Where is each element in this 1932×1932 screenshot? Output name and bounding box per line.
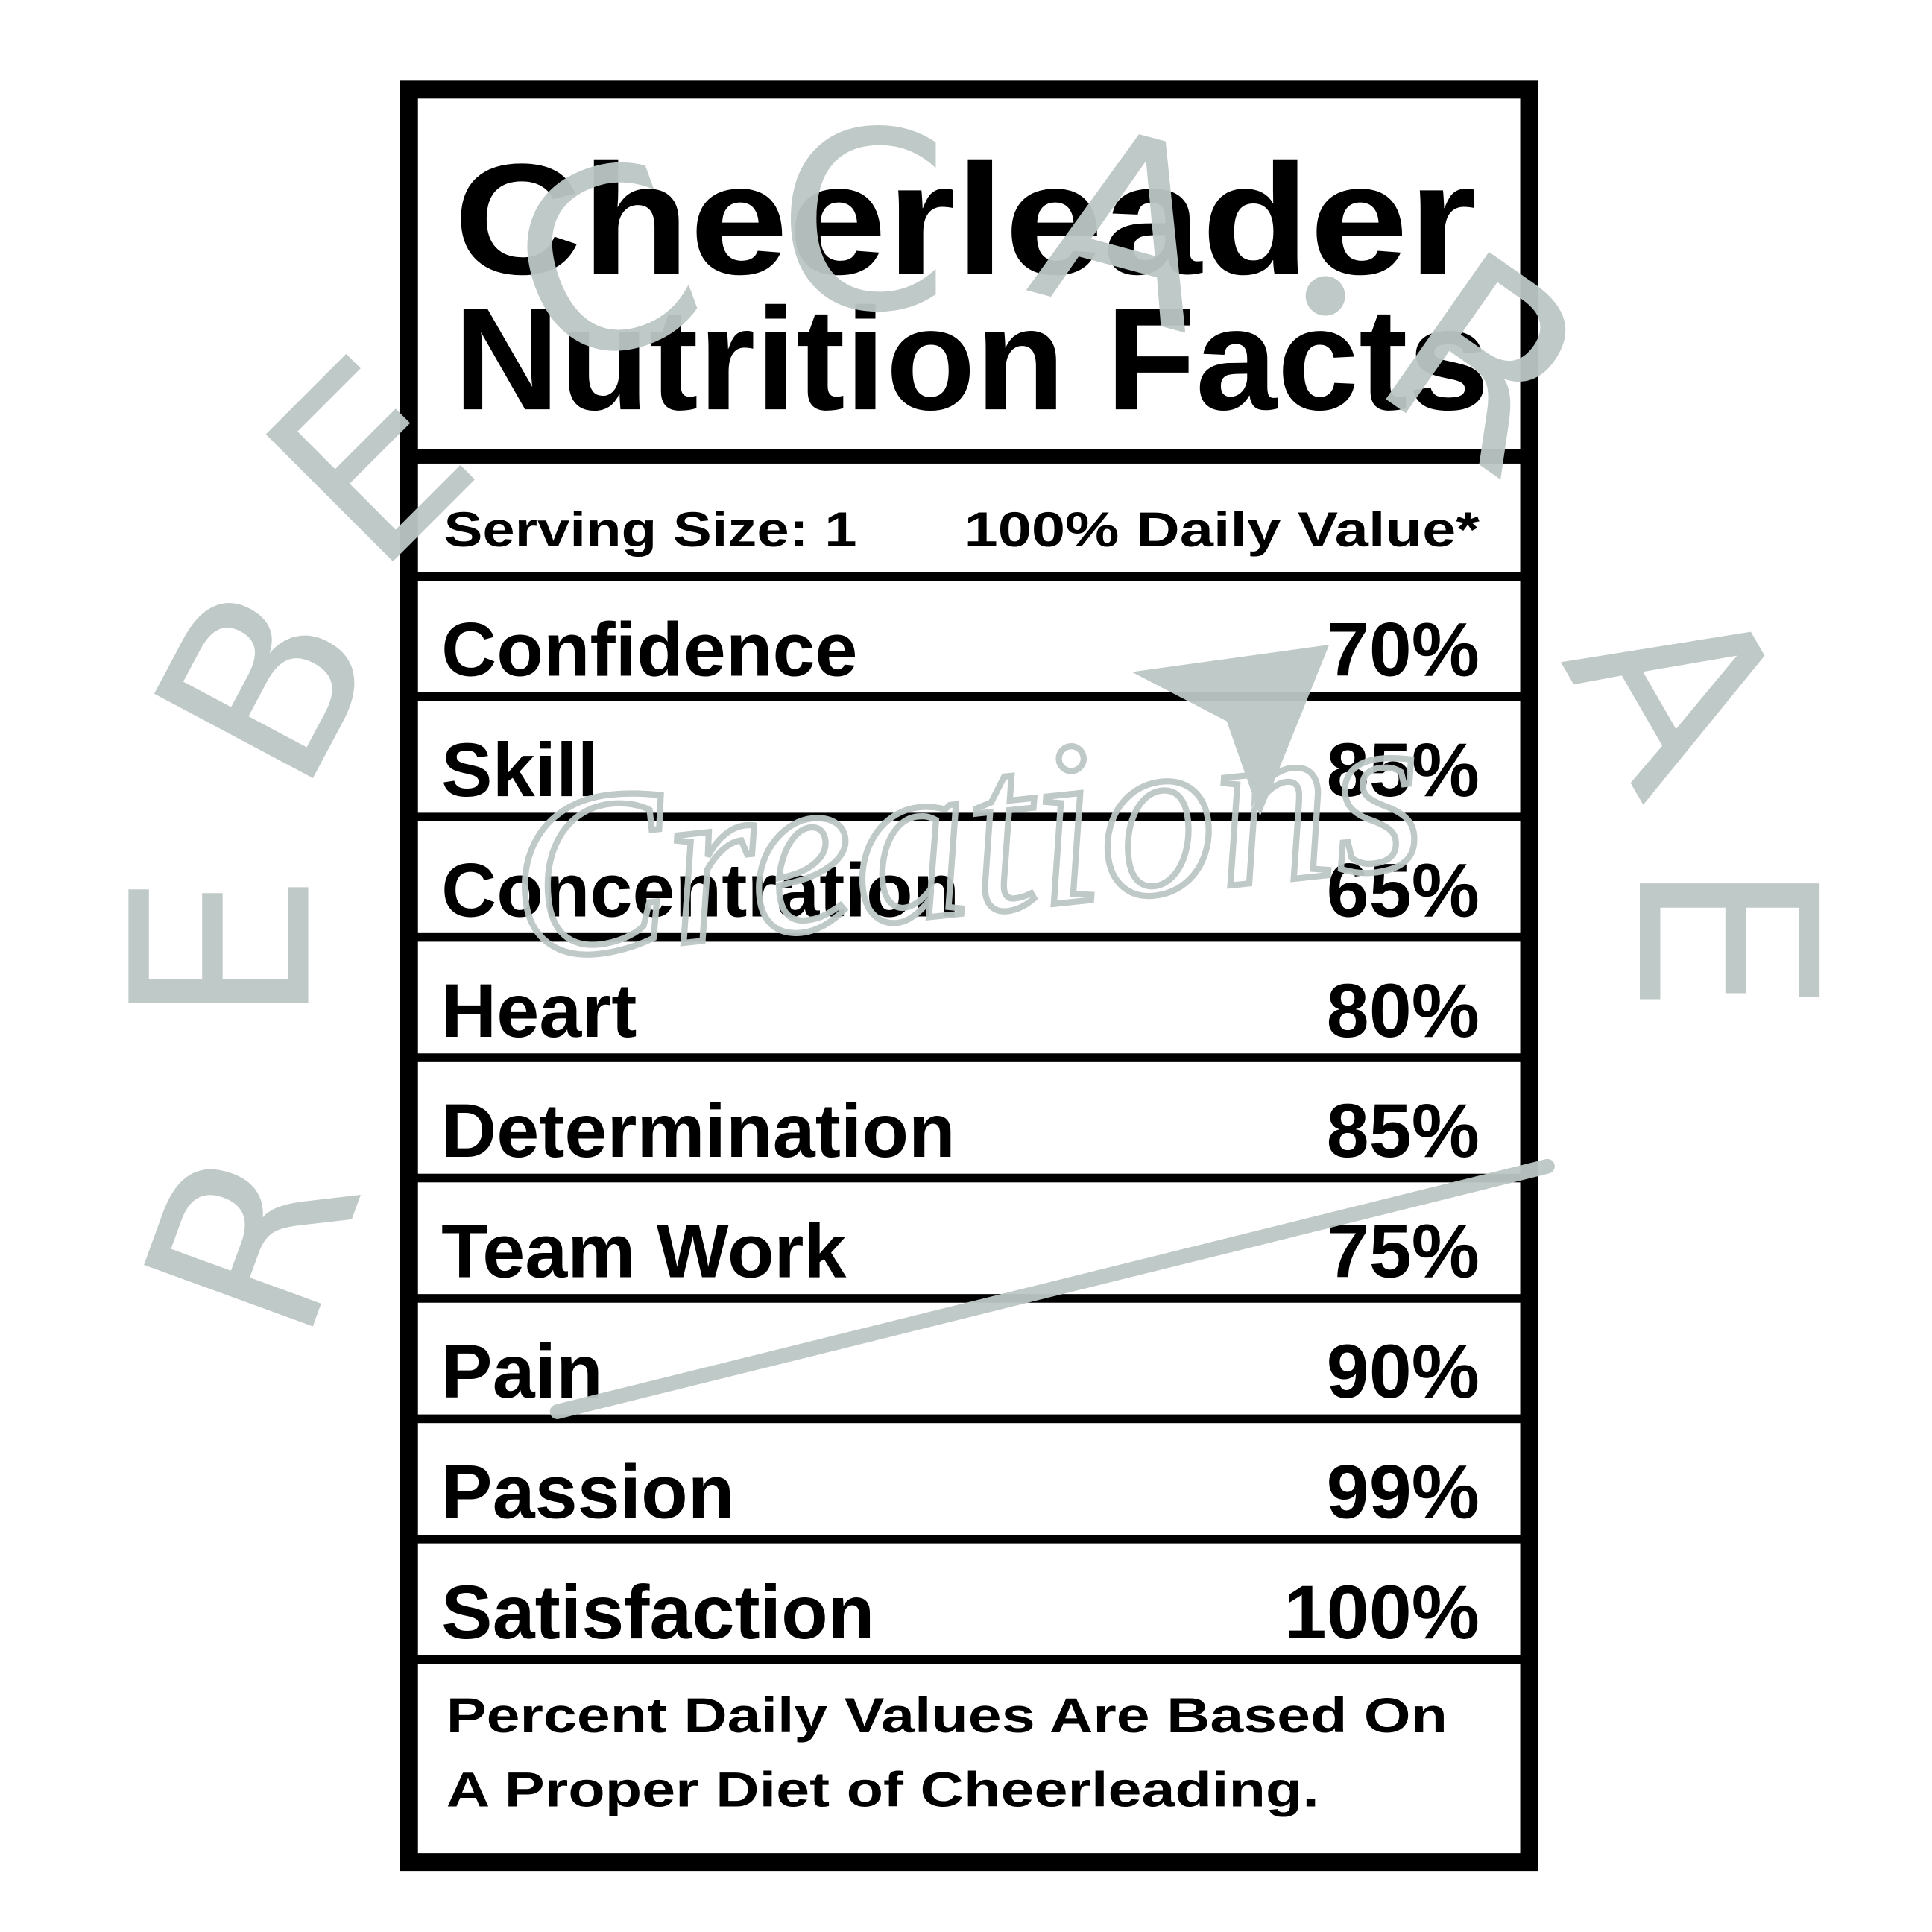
row-separator	[417, 1655, 1522, 1664]
row-separator	[417, 692, 1522, 701]
row-separator	[417, 1173, 1522, 1183]
row-separator	[417, 572, 1522, 581]
row-label: Passion	[441, 1449, 734, 1535]
row-value: 100%	[1284, 1569, 1480, 1655]
row-separator	[417, 932, 1522, 942]
row-value: 85%	[1327, 727, 1480, 812]
row-value: 80%	[1327, 967, 1480, 1053]
row-label: Confidence	[441, 606, 857, 692]
row-separator	[417, 1294, 1522, 1303]
watermark-plane	[1131, 645, 1330, 817]
row-value: 90%	[1327, 1328, 1480, 1414]
row-separator	[417, 812, 1522, 821]
serving-size: Serving Size: 1	[443, 502, 856, 558]
footer-line: A Proper Diet of Cheerleading.	[446, 1762, 1319, 1817]
row-label: Concentration	[441, 847, 959, 932]
title: Cheerleader	[454, 130, 1477, 307]
daily-value: 100% Daily Value*	[965, 502, 1480, 558]
row-label: Team Work	[441, 1208, 847, 1294]
footer-line: Percent Daily Values Are Based On	[446, 1688, 1448, 1743]
watermark-letter: E	[80, 871, 367, 1027]
row-separator	[417, 1535, 1522, 1544]
inner-frame	[415, 96, 1523, 1856]
watermark-line	[549, 1158, 1555, 1419]
row-value: 85%	[1327, 1087, 1480, 1173]
row-label: Satisfaction	[441, 1569, 874, 1655]
row-label: Heart	[441, 967, 637, 1053]
row-label: Skill	[441, 727, 599, 812]
outer-frame	[400, 80, 1538, 1872]
row-value: 70%	[1327, 606, 1480, 692]
row-separator	[417, 1053, 1522, 1062]
watermark-dot	[1305, 276, 1345, 316]
rows: Confidence 70% Skill 85% Concentration 65% Hea…	[417, 572, 1522, 1664]
row-label: Determination	[441, 1087, 955, 1173]
row-value: 65%	[1327, 847, 1480, 932]
row-value: 99%	[1327, 1449, 1480, 1535]
watermark-letter: C	[777, 80, 949, 367]
row-separator	[417, 1414, 1522, 1424]
watermark-letter: E	[1581, 859, 1868, 1015]
title-separator	[417, 449, 1522, 464]
